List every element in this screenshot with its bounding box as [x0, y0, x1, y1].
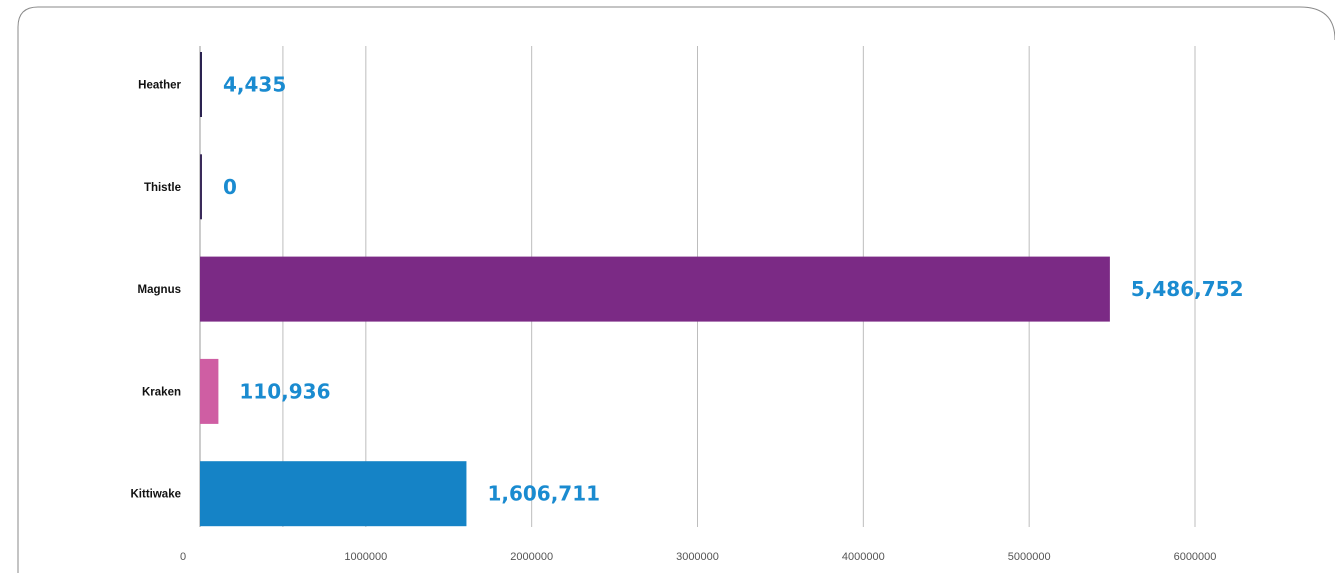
category-label: Kittiwake	[131, 489, 182, 501]
bar	[200, 461, 467, 527]
x-tick-label: 4000000	[842, 551, 885, 563]
category-labels: Heather Thistle Magnus Kraken Kittiwake	[131, 80, 182, 501]
category-label: Kraken	[142, 386, 181, 398]
chart-frame	[17, 6, 1335, 573]
data-label: 1,606,711	[487, 482, 600, 506]
data-label: 0	[223, 175, 237, 199]
bar	[200, 52, 202, 117]
x-tick-label: 6000000	[1174, 551, 1217, 563]
x-tick-label: 5000000	[1008, 551, 1051, 563]
data-label: 4,435	[223, 73, 286, 97]
bar	[200, 358, 219, 424]
bar	[200, 256, 1110, 322]
category-label: Thistle	[144, 182, 181, 194]
x-tick-label: 1000000	[344, 551, 387, 563]
x-tick-label: 2000000	[510, 551, 553, 563]
x-tick-label: 0	[180, 551, 186, 563]
x-axis-tick-labels: 0 1000000 2000000 3000000 4000000 5000000 6000…	[180, 551, 1216, 563]
category-label: Magnus	[138, 284, 181, 296]
bar	[200, 154, 202, 220]
x-tick-label: 3000000	[676, 551, 719, 563]
category-label: Heather	[138, 80, 181, 92]
bars	[200, 52, 1110, 527]
data-label: 5,486,752	[1131, 277, 1244, 301]
data-labels: 4,435 0 5,486,752 110,936 1,606,711	[223, 73, 1243, 506]
data-label: 110,936	[239, 379, 330, 403]
